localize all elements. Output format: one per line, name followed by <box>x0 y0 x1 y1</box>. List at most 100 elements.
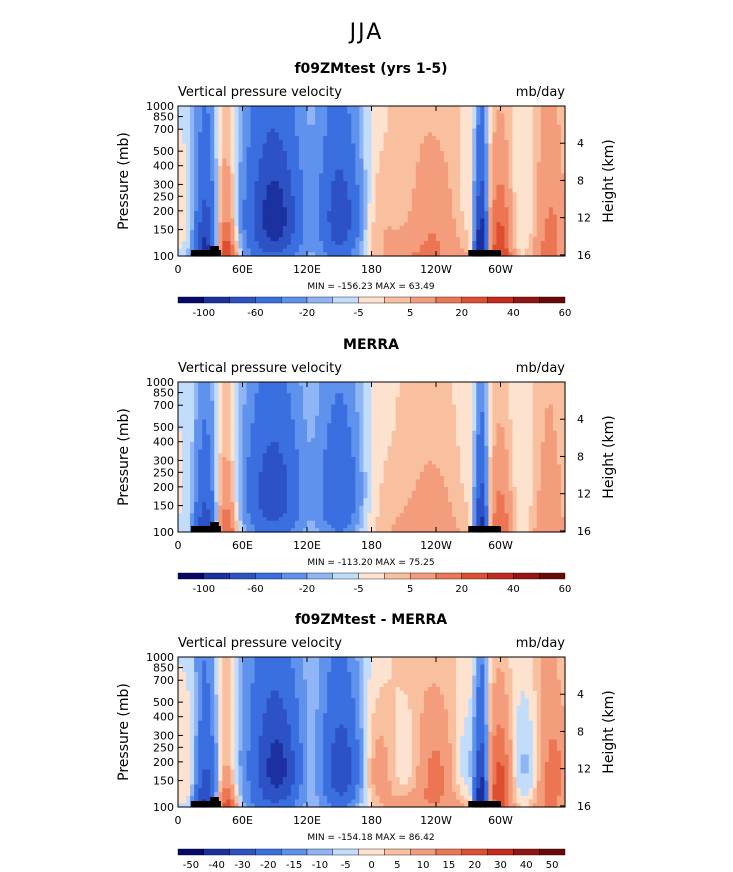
contour-cell <box>258 449 264 454</box>
height-tick-label: 4 <box>577 137 584 150</box>
contour-cell <box>262 442 268 447</box>
contour-cell <box>411 154 417 160</box>
contour-cell <box>423 173 429 178</box>
contour-cell <box>194 218 199 223</box>
contour-cell <box>190 445 195 451</box>
contour-cell <box>194 162 199 167</box>
contour-cell <box>294 109 300 115</box>
contour-cell <box>222 229 227 235</box>
contour-cell <box>258 490 264 496</box>
contour-cell <box>351 229 356 235</box>
contour-cell <box>343 151 348 156</box>
contour-cell <box>484 151 490 156</box>
contour-cell <box>182 237 187 242</box>
contour-cell <box>186 244 191 250</box>
contour-cell <box>343 147 348 152</box>
contour-cell <box>242 457 248 462</box>
contour-cell <box>399 181 405 186</box>
contour-cell <box>222 192 227 197</box>
contour-cell <box>194 472 199 477</box>
contour-cell <box>335 177 340 182</box>
contour-cell <box>242 177 248 182</box>
contour-cell <box>270 524 276 529</box>
contour-cell <box>504 218 510 223</box>
contour-cell <box>415 124 421 130</box>
contour-cell <box>448 136 453 141</box>
contour-cell <box>544 106 550 111</box>
contour-cell <box>190 468 195 473</box>
contour-cell <box>399 196 405 201</box>
contour-cell <box>274 106 280 111</box>
contour-cell <box>472 188 477 193</box>
contour-cell <box>367 139 373 145</box>
contour-cell <box>250 400 256 406</box>
contour-cell <box>343 169 348 175</box>
contour-cell <box>254 400 260 406</box>
contour-cell <box>186 464 191 469</box>
contour-cell <box>246 415 252 421</box>
contour-cell <box>266 505 272 511</box>
contour-cell <box>403 132 409 137</box>
contour-cell <box>246 222 252 227</box>
contour-cell <box>323 241 328 246</box>
contour-cell <box>178 528 183 533</box>
contour-cell <box>560 214 566 220</box>
contour-cell <box>403 199 409 205</box>
contour-cell <box>190 166 195 171</box>
contour-cell <box>298 192 304 197</box>
contour-cell <box>258 520 264 526</box>
contour-cell <box>343 158 348 163</box>
contour-cell <box>222 524 227 529</box>
contour-cell <box>524 181 530 186</box>
contour-cell <box>307 169 312 175</box>
contour-cell <box>440 237 445 242</box>
contour-cell <box>419 154 425 160</box>
contour-cell <box>423 229 429 235</box>
contour-cell <box>258 248 264 253</box>
contour-cell <box>182 124 187 130</box>
contour-cell <box>560 106 566 111</box>
contour-cell <box>371 233 377 238</box>
contour-cell <box>387 199 393 205</box>
contour-cell <box>391 177 397 182</box>
contour-cell <box>226 427 232 432</box>
contour-cell <box>234 509 240 514</box>
contour-cell <box>198 389 203 394</box>
contour-cell <box>311 173 316 178</box>
contour-cell <box>266 490 272 496</box>
contour-cell <box>379 132 385 137</box>
contour-cell <box>210 389 215 394</box>
contour-cell <box>395 192 401 197</box>
contour-cell <box>186 457 191 462</box>
contour-cell <box>548 214 554 220</box>
contour-cell <box>516 211 522 216</box>
contour-cell <box>315 211 320 216</box>
contour-cell <box>375 124 381 130</box>
contour-cell <box>504 226 510 231</box>
contour-cell <box>270 427 276 432</box>
contour-cell <box>423 244 429 250</box>
contour-cell <box>395 169 401 175</box>
contour-cell <box>524 136 530 141</box>
contour-cell <box>355 132 361 137</box>
contour-cell <box>210 517 215 522</box>
contour-cell <box>242 498 248 503</box>
contour-cell <box>230 244 236 250</box>
contour-cell <box>311 147 316 152</box>
contour-cell <box>544 196 550 201</box>
contour-cell <box>403 113 409 118</box>
contour-cell <box>536 184 542 190</box>
contour-cell <box>516 158 522 163</box>
contour-cell <box>419 147 425 152</box>
contour-cell <box>274 181 280 186</box>
contour-cell <box>387 196 393 201</box>
contour-cell <box>202 397 207 402</box>
contour-cell <box>399 252 405 257</box>
contour-cell <box>186 181 191 186</box>
contour-cell <box>532 237 538 242</box>
contour-cell <box>423 203 429 208</box>
contour-cell <box>480 226 485 231</box>
contour-cell <box>246 177 252 182</box>
contour-cell <box>440 169 445 175</box>
contour-cell <box>419 203 425 208</box>
